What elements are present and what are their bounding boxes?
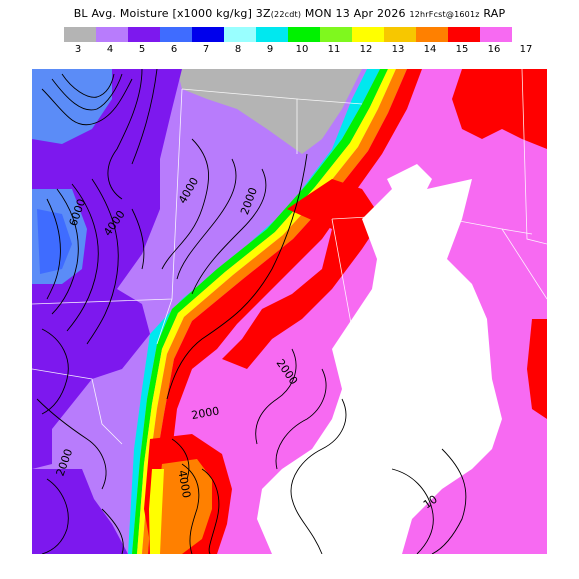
region-gray: [177, 69, 362, 154]
color-legend-ticks: 3 4 5 6 7 8 9 10 11 12 13 14 15 16 17: [64, 44, 544, 58]
legend-tick-label: 17: [519, 44, 533, 55]
contour-line: [275, 368, 327, 470]
core-yellow-south: [149, 469, 164, 554]
contour-line: [51, 188, 79, 315]
contour-line: [66, 183, 99, 332]
contour-line: [191, 168, 267, 295]
contour-line: [36, 398, 107, 490]
boundary-line: [296, 98, 363, 105]
contour-line: [107, 69, 143, 200]
legend-tick-label: 14: [423, 44, 437, 55]
region-red-ne: [452, 69, 547, 149]
contour-line: [41, 478, 69, 554]
boundary-line: [331, 218, 353, 330]
region-purple: [32, 69, 182, 469]
boundary-line: [156, 298, 173, 345]
region-white-ne-patch: [387, 164, 432, 199]
legend-swatch: [160, 27, 192, 42]
contour-line: [41, 78, 133, 126]
legend-swatch: [64, 27, 96, 42]
title-valid-date: MON 13 Apr 2026: [304, 7, 406, 20]
band-yellow: [137, 69, 396, 554]
band-green: [132, 69, 388, 554]
legend-swatch: [416, 27, 448, 42]
contour-line: [131, 69, 158, 165]
legend-tick-label: 7: [202, 44, 210, 55]
contour-line: [290, 398, 347, 554]
contour-line: [391, 468, 434, 554]
legend-tick-label: 4: [106, 44, 114, 55]
title-valid-hour: 3Z: [255, 7, 271, 20]
contour-line: [166, 153, 308, 400]
contour-line: [201, 468, 220, 554]
map-title: BL Avg. Moisture [x1000 kg/kg] 3Z(22cdt)…: [0, 7, 579, 20]
contour-line: [176, 158, 237, 280]
legend-tick-label: 6: [170, 44, 178, 55]
contour-line: [41, 328, 69, 415]
title-model: RAP: [483, 7, 506, 20]
moisture-map: 2000 4000 4000 6000 2000 2000 2000 10 40…: [32, 69, 547, 554]
legend-tick-label: 12: [359, 44, 373, 55]
title-main: BL Avg. Moisture [x1000 kg/kg]: [73, 7, 253, 20]
contour-line: [431, 448, 467, 554]
legend-swatch: [288, 27, 320, 42]
legend-tick-label: 9: [266, 44, 274, 55]
title-forecast-info: 12hrFcst@1601z: [409, 10, 480, 19]
legend-tick-label: 16: [487, 44, 501, 55]
legend-swatch: [96, 27, 128, 42]
legend-tick-label: 15: [455, 44, 469, 55]
region-red-central: [222, 179, 382, 369]
legend-swatch: [320, 27, 352, 42]
region-red-east: [527, 319, 547, 419]
legend-swatch: [384, 27, 416, 42]
region-white-se: [257, 179, 502, 554]
contour-label: 4000: [175, 469, 193, 499]
boundary-line: [521, 69, 547, 245]
legend-tick-label: 10: [295, 44, 309, 55]
contour-line: [131, 208, 145, 270]
core-orange-south: [157, 459, 212, 554]
legend-swatch: [352, 27, 384, 42]
legend-swatch: [192, 27, 224, 42]
contour-line: [161, 138, 209, 270]
legend-swatch: [224, 27, 256, 42]
height-contours: [36, 69, 467, 554]
region-blue-nw: [32, 69, 112, 144]
contour-line: [255, 348, 297, 445]
contour-line: [61, 73, 115, 98]
contour-line: [171, 438, 190, 480]
region-deep-blue: [37, 209, 72, 274]
band-orange: [142, 69, 407, 554]
contour-line: [51, 73, 123, 111]
contour-line: [101, 508, 124, 554]
boundary-line: [501, 228, 547, 300]
contour-line: [181, 463, 200, 554]
contour-line: [46, 198, 61, 300]
contour-label: 2000: [190, 404, 220, 422]
legend-tick-label: 13: [391, 44, 405, 55]
color-legend-bar: [64, 27, 512, 43]
boundary-line: [32, 368, 123, 445]
region-purple-south: [32, 469, 128, 554]
legend-tick-label: 3: [74, 44, 82, 55]
legend-swatch: [256, 27, 288, 42]
legend-swatch: [448, 27, 480, 42]
title-valid-local: (22cdt): [270, 10, 302, 19]
legend-tick-label: 8: [234, 44, 242, 55]
boundary-line: [331, 213, 533, 235]
legend-swatch: [128, 27, 160, 42]
legend-tick-label: 11: [327, 44, 341, 55]
legend-tick-label: 5: [138, 44, 146, 55]
legend-swatch: [480, 27, 512, 42]
contour-line: [86, 178, 119, 345]
state-boundaries: [32, 69, 547, 445]
